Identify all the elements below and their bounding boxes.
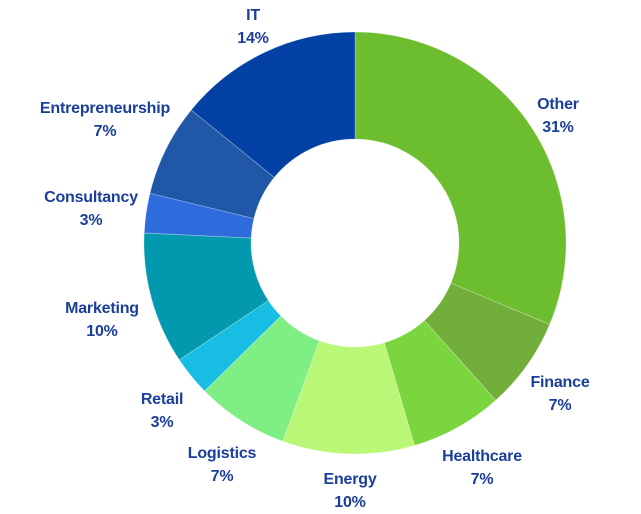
donut-segments: [143, 31, 567, 455]
segment-other: [354, 31, 567, 326]
segment-marketing: [143, 232, 269, 361]
segment-it: [190, 31, 356, 178]
segment-energy: [282, 340, 415, 455]
